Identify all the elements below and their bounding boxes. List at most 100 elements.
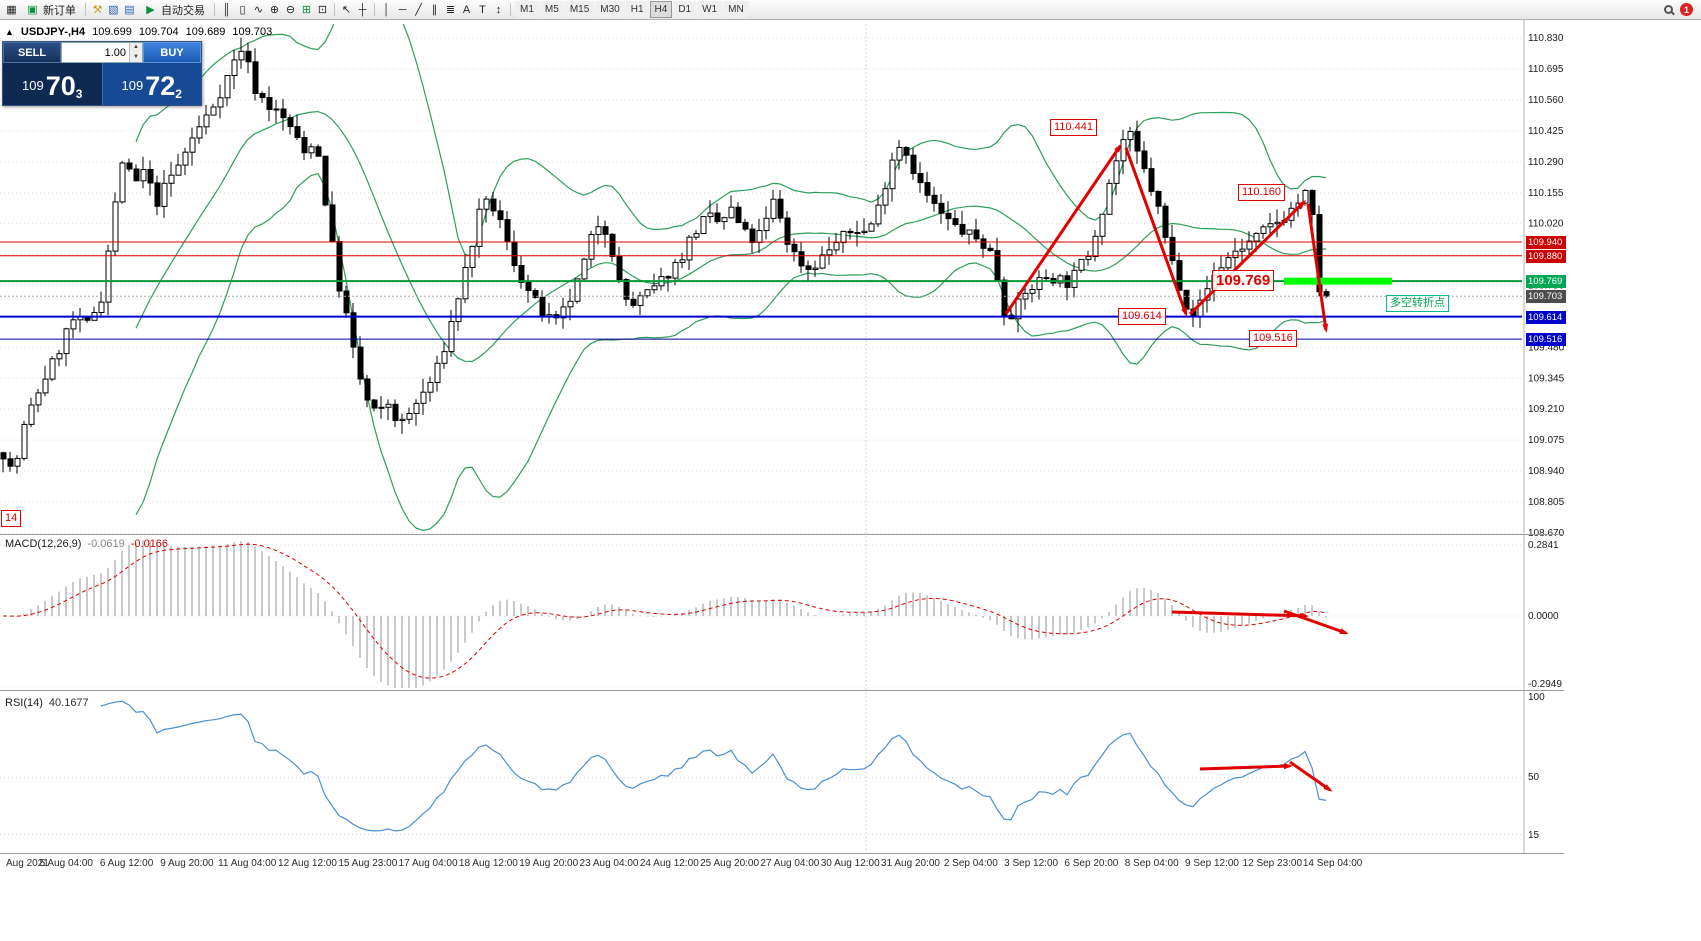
- sell-price[interactable]: 109 70 3: [3, 63, 102, 105]
- fast-navigation-icon[interactable]: ▲: [5, 27, 14, 37]
- candle-chart-icon[interactable]: ▯: [239, 3, 246, 16]
- horizontal-line-icon[interactable]: ─: [398, 3, 407, 16]
- toolbar-separator: [374, 3, 375, 16]
- trend-arrows[interactable]: [1004, 143, 1349, 792]
- toolbar-separator: [510, 3, 511, 16]
- label-tool-icon[interactable]: T: [479, 3, 486, 16]
- symbol-label: USDJPY-,H4: [20, 26, 86, 38]
- quote-low: 109.689: [185, 26, 226, 38]
- line-chart-icon[interactable]: ∿: [253, 3, 264, 16]
- main-toolbar: ▦ ▣ 新订单 ⚒ ▧ ▤ ▶ 自动交易 ║ ▯ ∿ ⊕ ⊖ ⊞ ⊡ ↖ ┼ │…: [0, 0, 1701, 20]
- trendline-icon[interactable]: ╱: [415, 3, 422, 16]
- toolbar-separator: [214, 3, 215, 16]
- main-plot: [0, 24, 1330, 532]
- sell-button[interactable]: SELL: [3, 42, 61, 63]
- chart-annotation[interactable]: 109.516: [1249, 330, 1297, 347]
- zoom-in-icon[interactable]: ⊕: [269, 3, 280, 16]
- macd-main-value: -0.0619: [87, 538, 125, 550]
- price-tick: 110.560: [1528, 95, 1564, 106]
- timeframe-h4[interactable]: H4: [649, 1, 673, 18]
- price-tick: 110.830: [1528, 33, 1564, 44]
- buy-button[interactable]: BUY: [143, 42, 201, 63]
- vertical-line-icon[interactable]: │: [383, 3, 390, 16]
- time-label: 6 Sep 20:00: [1064, 858, 1118, 869]
- search-icon[interactable]: [1664, 5, 1673, 14]
- volume-down-icon[interactable]: ▼: [130, 52, 142, 62]
- time-label: 8 Sep 04:00: [1125, 858, 1179, 869]
- chart-annotation[interactable]: 多空转折点: [1386, 295, 1449, 312]
- price-tick: 110.425: [1528, 126, 1564, 137]
- candlesticks: [0, 37, 1330, 474]
- metaeditor-icon[interactable]: ⚒: [92, 3, 103, 16]
- rsi-axis-tick: 100: [1528, 692, 1545, 703]
- price-tick: 108.805: [1528, 497, 1565, 508]
- timeframe-m30[interactable]: M30: [595, 1, 625, 18]
- time-label: 23 Aug 04:00: [580, 858, 639, 869]
- timeframe-m1[interactable]: M1: [515, 1, 539, 18]
- support-highlight-segment[interactable]: [1284, 277, 1392, 285]
- grid-icon[interactable]: ⊞: [301, 3, 312, 16]
- time-label: 25 Aug 20:00: [700, 858, 759, 869]
- fibonacci-icon[interactable]: ≣: [445, 3, 456, 16]
- price-grid: 110.830 110.695 110.560 110.425 110.290 110.1…: [0, 24, 1565, 852]
- text-tool-icon[interactable]: A: [462, 3, 471, 16]
- time-label: 27 Aug 04:00: [760, 858, 819, 869]
- time-label: 9 Aug 20:00: [160, 858, 214, 869]
- macd-axis-tick: 0.2841: [1528, 540, 1559, 551]
- time-label: 24 Aug 12:00: [640, 858, 699, 869]
- time-label: 15 Aug 23:00: [338, 858, 397, 869]
- chart-annotation[interactable]: 110.441: [1050, 119, 1097, 136]
- timeframe-m5[interactable]: M5: [539, 1, 564, 18]
- time-label: Aug 2021: [6, 858, 49, 869]
- terminal-icon[interactable]: ▤: [124, 3, 135, 16]
- bollinger-lower: [135, 173, 1327, 532]
- price-tick: 109.480: [1528, 342, 1565, 353]
- auto-trading-button[interactable]: ▶ 自动交易: [138, 1, 210, 19]
- price-axis-badge: 109.703: [1526, 290, 1566, 304]
- bollinger-middle: [135, 110, 1327, 363]
- time-label: 5 Aug 04:00: [40, 858, 94, 869]
- timeframe-d1[interactable]: D1: [673, 1, 697, 18]
- time-label: 17 Aug 04:00: [399, 858, 458, 869]
- time-label: 11 Aug 04:00: [218, 858, 277, 869]
- price-axis-badge: 109.940: [1526, 236, 1566, 249]
- time-label: 14 Sep 04:00: [1303, 858, 1363, 869]
- bar-chart-icon[interactable]: ║: [222, 3, 231, 16]
- price-tick: 108.670: [1528, 528, 1565, 539]
- bollinger-upper: [135, 24, 1327, 257]
- chart-annotation[interactable]: 110.160: [1238, 184, 1285, 201]
- chart-annotation[interactable]: 14: [1, 510, 22, 527]
- new-chart-icon[interactable]: ▦: [6, 3, 17, 16]
- price-tick: 110.020: [1528, 219, 1564, 230]
- buy-price[interactable]: 109 72 2: [101, 63, 201, 105]
- toolbar-separator: [334, 3, 335, 16]
- rsi-line: [100, 700, 1327, 832]
- timeframe-m15[interactable]: M15: [564, 1, 595, 18]
- price-axis-badge: 109.769: [1526, 275, 1566, 289]
- time-label: 12 Aug 12:00: [278, 858, 337, 869]
- new-order-button[interactable]: ▣ 新订单: [20, 1, 81, 19]
- volume-input[interactable]: [62, 43, 129, 62]
- chart-area[interactable]: 110.830 110.695 110.560 110.425 110.290 110.1…: [0, 20, 1701, 941]
- crosshair-icon[interactable]: ┼: [358, 3, 367, 16]
- chart-annotation[interactable]: 109.614: [1118, 308, 1166, 325]
- chart-annotation[interactable]: 109.769: [1212, 270, 1275, 291]
- macd-axis-tick: -0.2949: [1528, 679, 1562, 690]
- timeframe-mn[interactable]: MN: [723, 1, 749, 18]
- timeframe-w1[interactable]: W1: [697, 1, 723, 18]
- time-label: 31 Aug 20:00: [881, 858, 940, 869]
- profile-icon[interactable]: ▧: [108, 3, 119, 16]
- arrows-tool-icon[interactable]: ↕: [495, 3, 502, 16]
- timeframe-h1[interactable]: H1: [625, 1, 649, 18]
- cursor-icon[interactable]: ↖: [341, 3, 352, 16]
- notification-badge[interactable]: 1: [1680, 3, 1693, 16]
- volume-up-icon[interactable]: ▲: [130, 43, 142, 53]
- channel-icon[interactable]: ∥: [431, 3, 438, 16]
- rsi-axis-tick: 50: [1528, 772, 1540, 783]
- time-label: 30 Aug 12:00: [821, 858, 880, 869]
- time-label: 18 Aug 12:00: [459, 858, 518, 869]
- volume-spinner: ▲ ▼: [129, 43, 142, 62]
- time-label: 3 Sep 12:00: [1004, 858, 1058, 869]
- zoom-out-icon[interactable]: ⊖: [285, 3, 296, 16]
- tile-windows-icon[interactable]: ⊡: [317, 3, 328, 16]
